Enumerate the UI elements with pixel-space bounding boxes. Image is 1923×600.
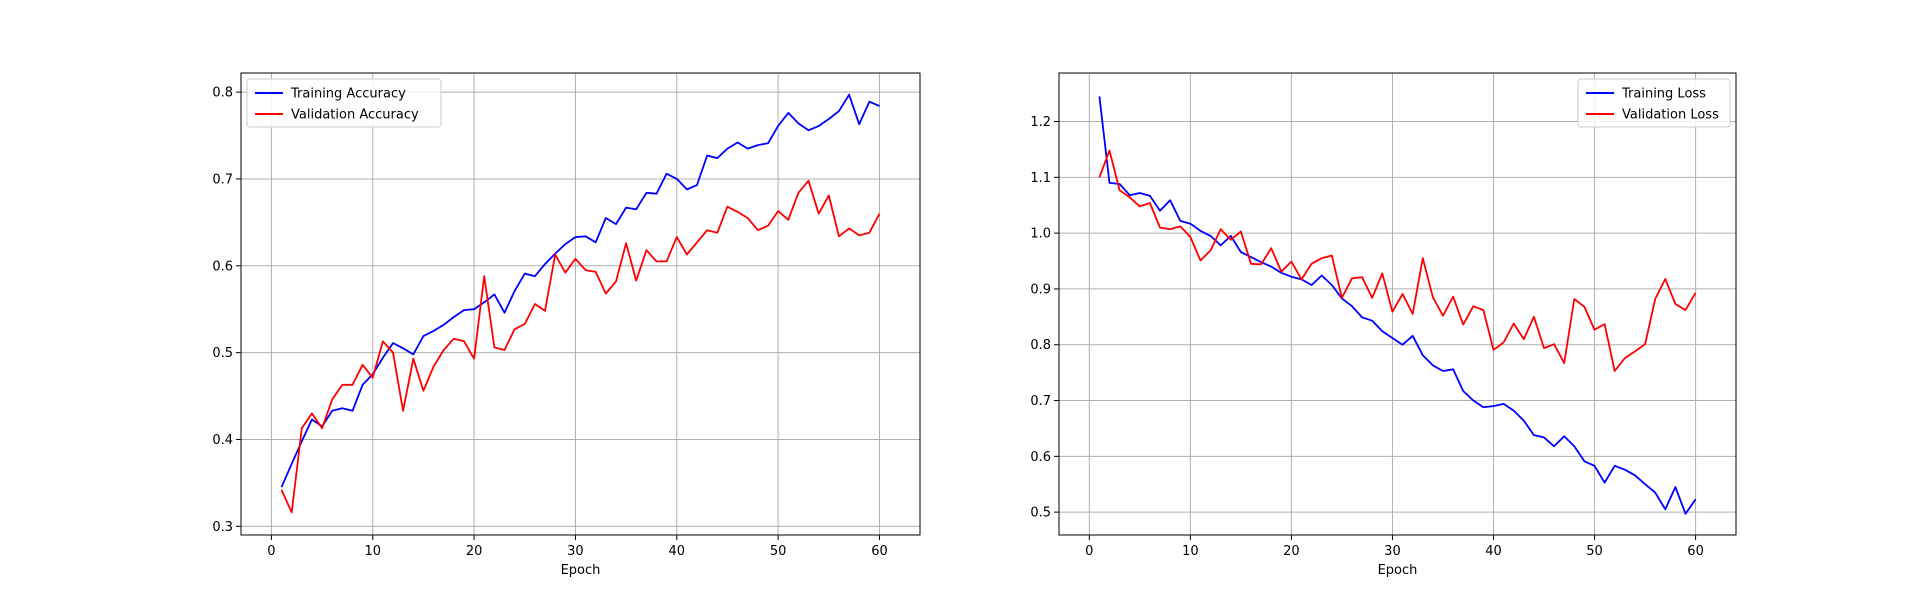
axes-frame [1058, 72, 1737, 536]
x-tick-label: 50 [770, 544, 787, 559]
y-tick-label: 1.0 [1030, 227, 1051, 242]
series-line-validation-accuracy [280, 179, 881, 514]
legend-label: Validation Loss [1622, 108, 1719, 123]
y-tick-label: 0.6 [212, 259, 233, 274]
x-tick-label: 20 [1283, 544, 1300, 559]
y-tick-label: 0.8 [212, 86, 233, 101]
x-tick-label: 60 [871, 544, 888, 559]
legend-box [246, 78, 442, 128]
loss-chart: 0 10 20 30 40 50 60 0.5 0.6 0.7 0.8 0.9 1.0 1.1 1.2 Epo… [1030, 72, 1737, 578]
y-tick-label: 0.5 [1030, 506, 1051, 521]
legend-label: Validation Accuracy [291, 108, 419, 123]
legend: Training Accuracy Validation Accuracy [246, 78, 442, 128]
y-tick-label: 1.1 [1030, 171, 1051, 186]
x-tick-label: 40 [1485, 544, 1502, 559]
x-tick-label: 10 [1182, 544, 1199, 559]
y-tick-label: 0.6 [1030, 450, 1051, 465]
x-tick-label: 30 [1384, 544, 1401, 559]
y-tick-label: 0.8 [1030, 338, 1051, 353]
y-tick-label: 0.4 [212, 433, 233, 448]
x-tick-label: 50 [1586, 544, 1603, 559]
x-tick-label: 20 [466, 544, 483, 559]
y-tick-label: 0.9 [1030, 282, 1051, 297]
axes-frame [240, 72, 921, 536]
legend-label: Training Accuracy [290, 87, 406, 102]
grid [1059, 73, 1736, 535]
legend: Training Loss Validation Loss [1577, 78, 1731, 128]
y-tick-label: 0.3 [212, 520, 233, 535]
series-line-validation-loss [1098, 149, 1697, 372]
x-tick-label: 0 [1085, 544, 1093, 559]
legend-box [1577, 78, 1731, 128]
x-tick-label: 40 [669, 544, 686, 559]
x-tick-label: 10 [364, 544, 381, 559]
x-tick-label: 60 [1687, 544, 1704, 559]
y-tick-label: 0.7 [212, 172, 233, 187]
y-tick-label: 0.7 [1030, 394, 1051, 409]
series-line-training-loss [1098, 96, 1697, 515]
series-line-training-accuracy [280, 93, 880, 488]
y-tick-label: 1.2 [1030, 115, 1051, 130]
x-axis-label: Epoch [561, 563, 601, 578]
accuracy-chart: 0 10 20 30 40 50 60 0.3 0.4 0.5 0.6 0.7 0.8 Epoch Trai… [212, 72, 921, 578]
legend-label: Training Loss [1621, 87, 1706, 102]
x-tick-label: 0 [267, 544, 275, 559]
x-axis-label: Epoch [1378, 563, 1418, 578]
x-tick-label: 30 [567, 544, 584, 559]
y-tick-label: 0.5 [212, 346, 233, 361]
